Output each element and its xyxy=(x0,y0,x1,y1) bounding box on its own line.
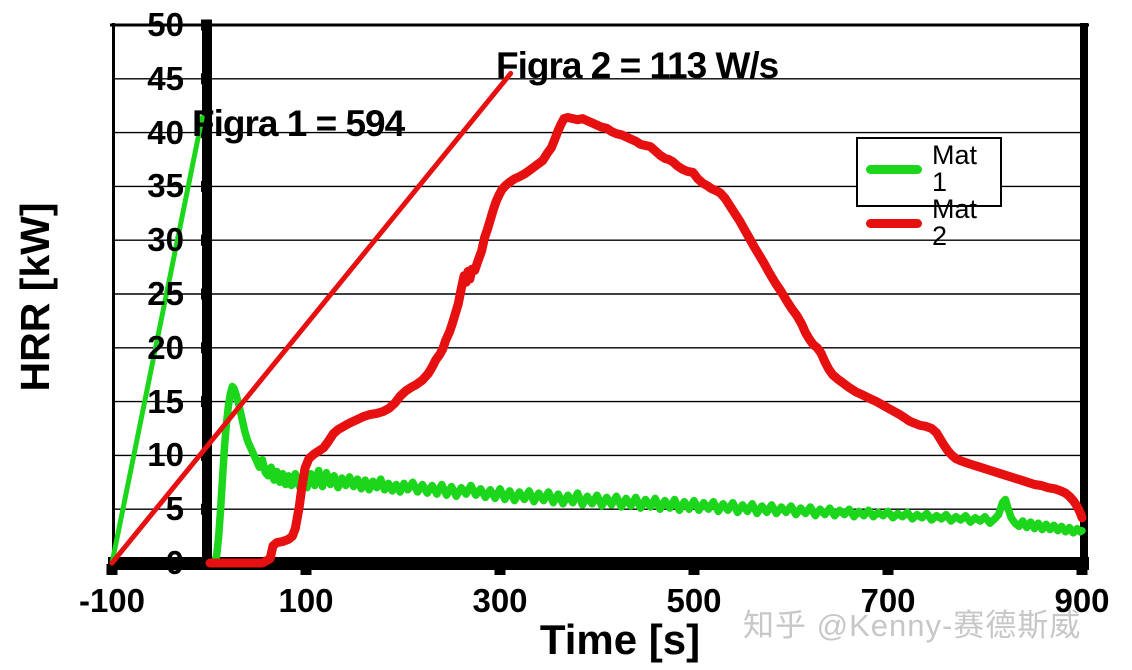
y-tick-label: 10 xyxy=(147,436,184,474)
y-tick-mark xyxy=(201,234,212,246)
y-tick-mark xyxy=(201,127,212,139)
y-tick-label: 45 xyxy=(147,59,184,97)
y-tick-mark xyxy=(201,396,212,408)
x-tick-mark xyxy=(1076,564,1088,575)
x-tick-label: 500 xyxy=(666,582,722,619)
series-mat-2 xyxy=(205,113,1087,568)
series-figra-line-mat-2 xyxy=(109,70,514,566)
y-tick-label: 30 xyxy=(147,221,184,259)
y-tick-mark xyxy=(201,19,212,31)
x-tick-label: -100 xyxy=(78,582,146,619)
x-axis-title: Time [s] xyxy=(539,616,701,663)
legend: Mat 1 Mat 2 xyxy=(856,137,1002,250)
y-tick-mark xyxy=(201,449,212,461)
series-figra-line-mat-1 xyxy=(109,115,205,566)
y-tick-label: 20 xyxy=(147,328,184,366)
y-tick-mark xyxy=(201,180,212,192)
y-tick-mark xyxy=(201,288,212,300)
plot-border-right xyxy=(1080,23,1088,570)
annotation-figra-2: Figra 2 = 113 W/s xyxy=(496,45,779,86)
legend-row-mat2: Mat 2 xyxy=(866,196,994,250)
y-tick-label: 0 xyxy=(165,544,184,581)
watermark: 知乎 @Kenny-赛德斯威 xyxy=(743,608,1082,643)
y-tick-label: 25 xyxy=(147,275,184,312)
y-axis-title: HRR [kW] xyxy=(12,202,58,392)
y-tick-label: 5 xyxy=(165,490,184,528)
series-mat-1 xyxy=(211,382,1086,567)
y-tick-label: 50 xyxy=(147,6,184,43)
legend-label-mat2: Mat 2 xyxy=(932,194,978,251)
x-tick-mark xyxy=(300,564,312,575)
annotation-figra-1: Figra 1 = 594 xyxy=(192,103,405,144)
mat1-line-swatch xyxy=(866,164,922,174)
x-tick-mark xyxy=(882,564,894,575)
x-tick-label: 300 xyxy=(472,582,528,619)
y-tick-mark xyxy=(201,73,212,85)
y-tick-label: 40 xyxy=(147,113,184,151)
x-tick-mark xyxy=(106,564,118,575)
y-tick-label: 15 xyxy=(147,382,184,420)
y-tick-mark xyxy=(201,342,212,354)
x-tick-label: 700 xyxy=(860,582,916,619)
x-tick-label: 900 xyxy=(1054,582,1110,619)
x-axis-line xyxy=(108,557,1089,570)
x-tick-mark xyxy=(494,564,506,575)
legend-label-mat1: Mat 1 xyxy=(932,140,978,197)
mat2-line-swatch xyxy=(866,218,922,228)
y-tick-label: 35 xyxy=(147,167,184,205)
x-tick-label: 100 xyxy=(278,582,334,619)
x-tick-mark xyxy=(688,564,700,575)
legend-row-mat1: Mat 1 xyxy=(866,142,994,196)
y-tick-mark xyxy=(201,503,212,515)
